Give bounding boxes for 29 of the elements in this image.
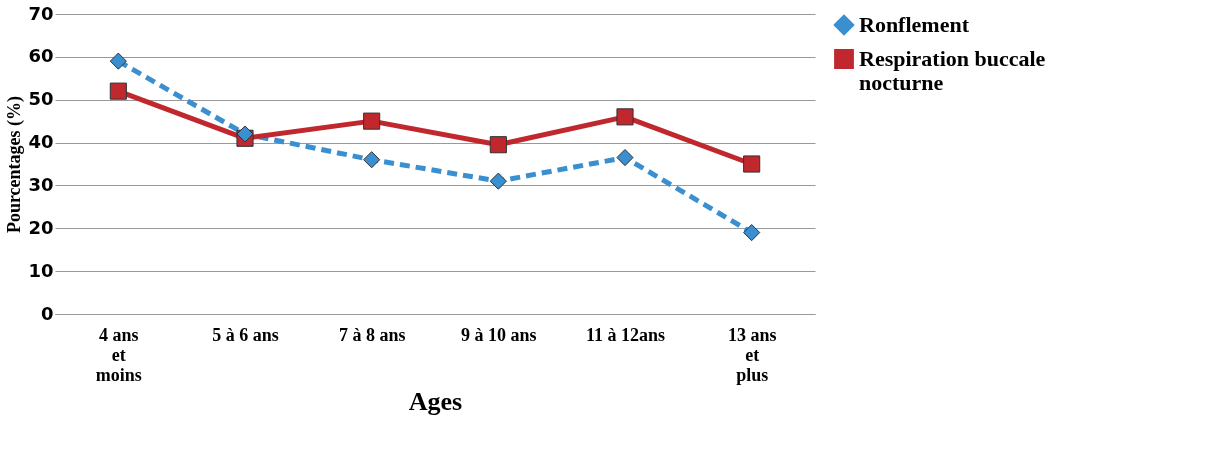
x-axis-title: Ages bbox=[408, 386, 463, 416]
y-axis-title: Pourcentages (%) bbox=[4, 95, 26, 234]
legend-label: Respiration buccale nocturne bbox=[859, 46, 1046, 95]
point bbox=[743, 224, 761, 242]
point bbox=[109, 52, 127, 70]
x-tick-label: 7 à 8 ans bbox=[338, 324, 406, 345]
y-tick-label: 70 bbox=[28, 2, 54, 24]
y-tick-label: 40 bbox=[28, 131, 54, 153]
y-tick-label: 60 bbox=[28, 45, 54, 67]
point bbox=[489, 136, 507, 154]
point bbox=[743, 155, 761, 173]
point bbox=[236, 125, 254, 143]
point bbox=[616, 108, 634, 126]
y-tick-label: 50 bbox=[28, 88, 54, 110]
x-tick-label: 11 à 12ans bbox=[585, 324, 666, 345]
y-tick-label: 10 bbox=[28, 259, 54, 281]
point bbox=[489, 172, 507, 190]
point bbox=[616, 149, 634, 167]
x-tick-label: 5 à 6 ans bbox=[212, 324, 279, 345]
y-tick-label: 30 bbox=[28, 173, 54, 195]
x-tick-label: 4 ans et moins bbox=[95, 324, 142, 385]
point bbox=[109, 82, 127, 100]
x-tick-label: 13 ans et plus bbox=[727, 324, 777, 385]
y-tick-label: 0 bbox=[40, 302, 54, 324]
y-tick-label: 20 bbox=[28, 216, 54, 238]
x-tick-label: 9 à 10 ans bbox=[461, 324, 537, 345]
point bbox=[363, 112, 381, 130]
legend-label: Ronflement bbox=[859, 12, 970, 37]
point bbox=[363, 151, 381, 169]
